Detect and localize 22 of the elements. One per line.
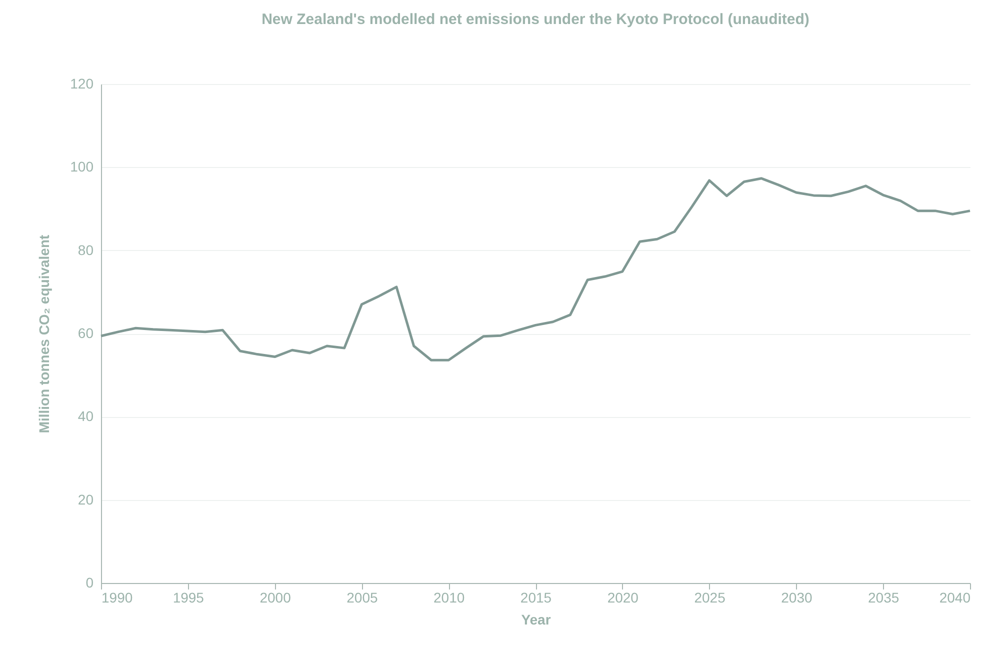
x-tick-label: 2000 (260, 590, 292, 606)
line-series (100, 177, 972, 362)
x-tick-label: 2015 (520, 590, 552, 606)
x-tick-label: 2010 (434, 590, 465, 606)
x-tick-label: 2025 (694, 590, 726, 606)
x-tick-label: 1995 (172, 590, 204, 606)
y-tick-label: 20 (78, 491, 94, 508)
y-tick-label: 40 (78, 408, 94, 424)
x-tick-label: 2020 (607, 590, 639, 606)
x-tick-label: 2005 (346, 590, 378, 606)
x-tick-label: 2030 (781, 590, 812, 606)
y-tick-label: 100 (70, 158, 94, 175)
y-tick-label: 60 (78, 325, 94, 341)
x-tick-label: 2040 (939, 590, 971, 606)
chart-title: New Zealand's modelled net emissions under the Kyoto Protocol (unaudited) (262, 11, 810, 28)
y-tick-label: 0 (86, 574, 94, 590)
y-tick-label: 120 (70, 76, 94, 92)
x-tick-label: 1990 (102, 590, 133, 606)
x-axis-title: Year (521, 612, 552, 628)
x-tick-label: 2035 (868, 590, 900, 606)
y-axis-title: Million tonnes CO₂ equivalent (36, 234, 52, 434)
y-tick-label: 80 (78, 242, 94, 258)
